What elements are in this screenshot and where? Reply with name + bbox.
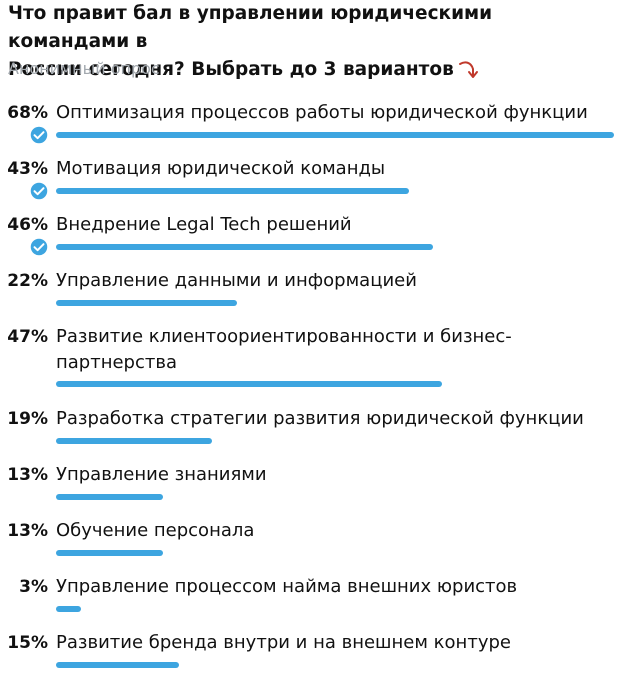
option-bar <box>56 244 433 250</box>
option-label-line-2: партнерства <box>56 352 177 373</box>
curved-arrow-down-icon <box>458 61 478 78</box>
option-bar <box>56 550 163 556</box>
option-percent: 43% <box>7 159 48 179</box>
option-percent: 13% <box>7 465 48 485</box>
option-bar <box>56 606 81 612</box>
option-bar <box>56 438 212 444</box>
poll-question-line-2: России сегодня? Выбрать до 3 вариантов <box>8 56 608 84</box>
option-bar <box>56 132 614 138</box>
option-label-line-1: Развитие клиентоориентированности и бизн… <box>56 326 512 347</box>
poll-question: Что правит бал в управлении юридическими… <box>8 0 608 84</box>
option-label: Управление данными и информацией <box>56 270 417 291</box>
option-label: Внедрение Legal Tech решений <box>56 214 352 235</box>
option-percent: 68% <box>7 103 48 123</box>
option-bar <box>56 381 442 387</box>
poll-type-label: Анонимный опрос <box>8 59 160 78</box>
option-label: Обучение персонала <box>56 520 255 541</box>
poll-question-line-2-text: России сегодня? Выбрать до 3 вариантов <box>8 59 454 80</box>
option-label: Мотивация юридической команды <box>56 158 386 179</box>
option-percent: 22% <box>7 271 48 291</box>
option-label: Управление знаниями <box>56 464 267 485</box>
option-bar <box>56 188 409 194</box>
option-bar <box>56 494 163 500</box>
option-label: Управление процессом найма внешних юрист… <box>56 576 518 597</box>
option-percent: 47% <box>7 327 48 347</box>
option-label: Оптимизация процессов работы юридической… <box>56 102 588 123</box>
option-percent: 46% <box>7 215 48 235</box>
option-percent: 3% <box>19 577 48 597</box>
check-circle-icon <box>29 181 49 201</box>
option-percent: 19% <box>7 409 48 429</box>
option-percent: 13% <box>7 521 48 541</box>
option-label: Разработка стратегии развития юридическо… <box>56 408 584 429</box>
option-bar <box>56 662 179 668</box>
option-label: Развитие клиентоориентированности и бизн… <box>56 324 616 376</box>
check-circle-icon <box>29 125 49 145</box>
check-circle-icon <box>29 237 49 257</box>
option-label: Развитие бренда внутри и на внешнем конт… <box>56 632 511 653</box>
poll-question-line-1: Что правит бал в управлении юридическими… <box>8 3 493 52</box>
option-percent: 15% <box>7 633 48 653</box>
option-bar <box>56 300 237 306</box>
